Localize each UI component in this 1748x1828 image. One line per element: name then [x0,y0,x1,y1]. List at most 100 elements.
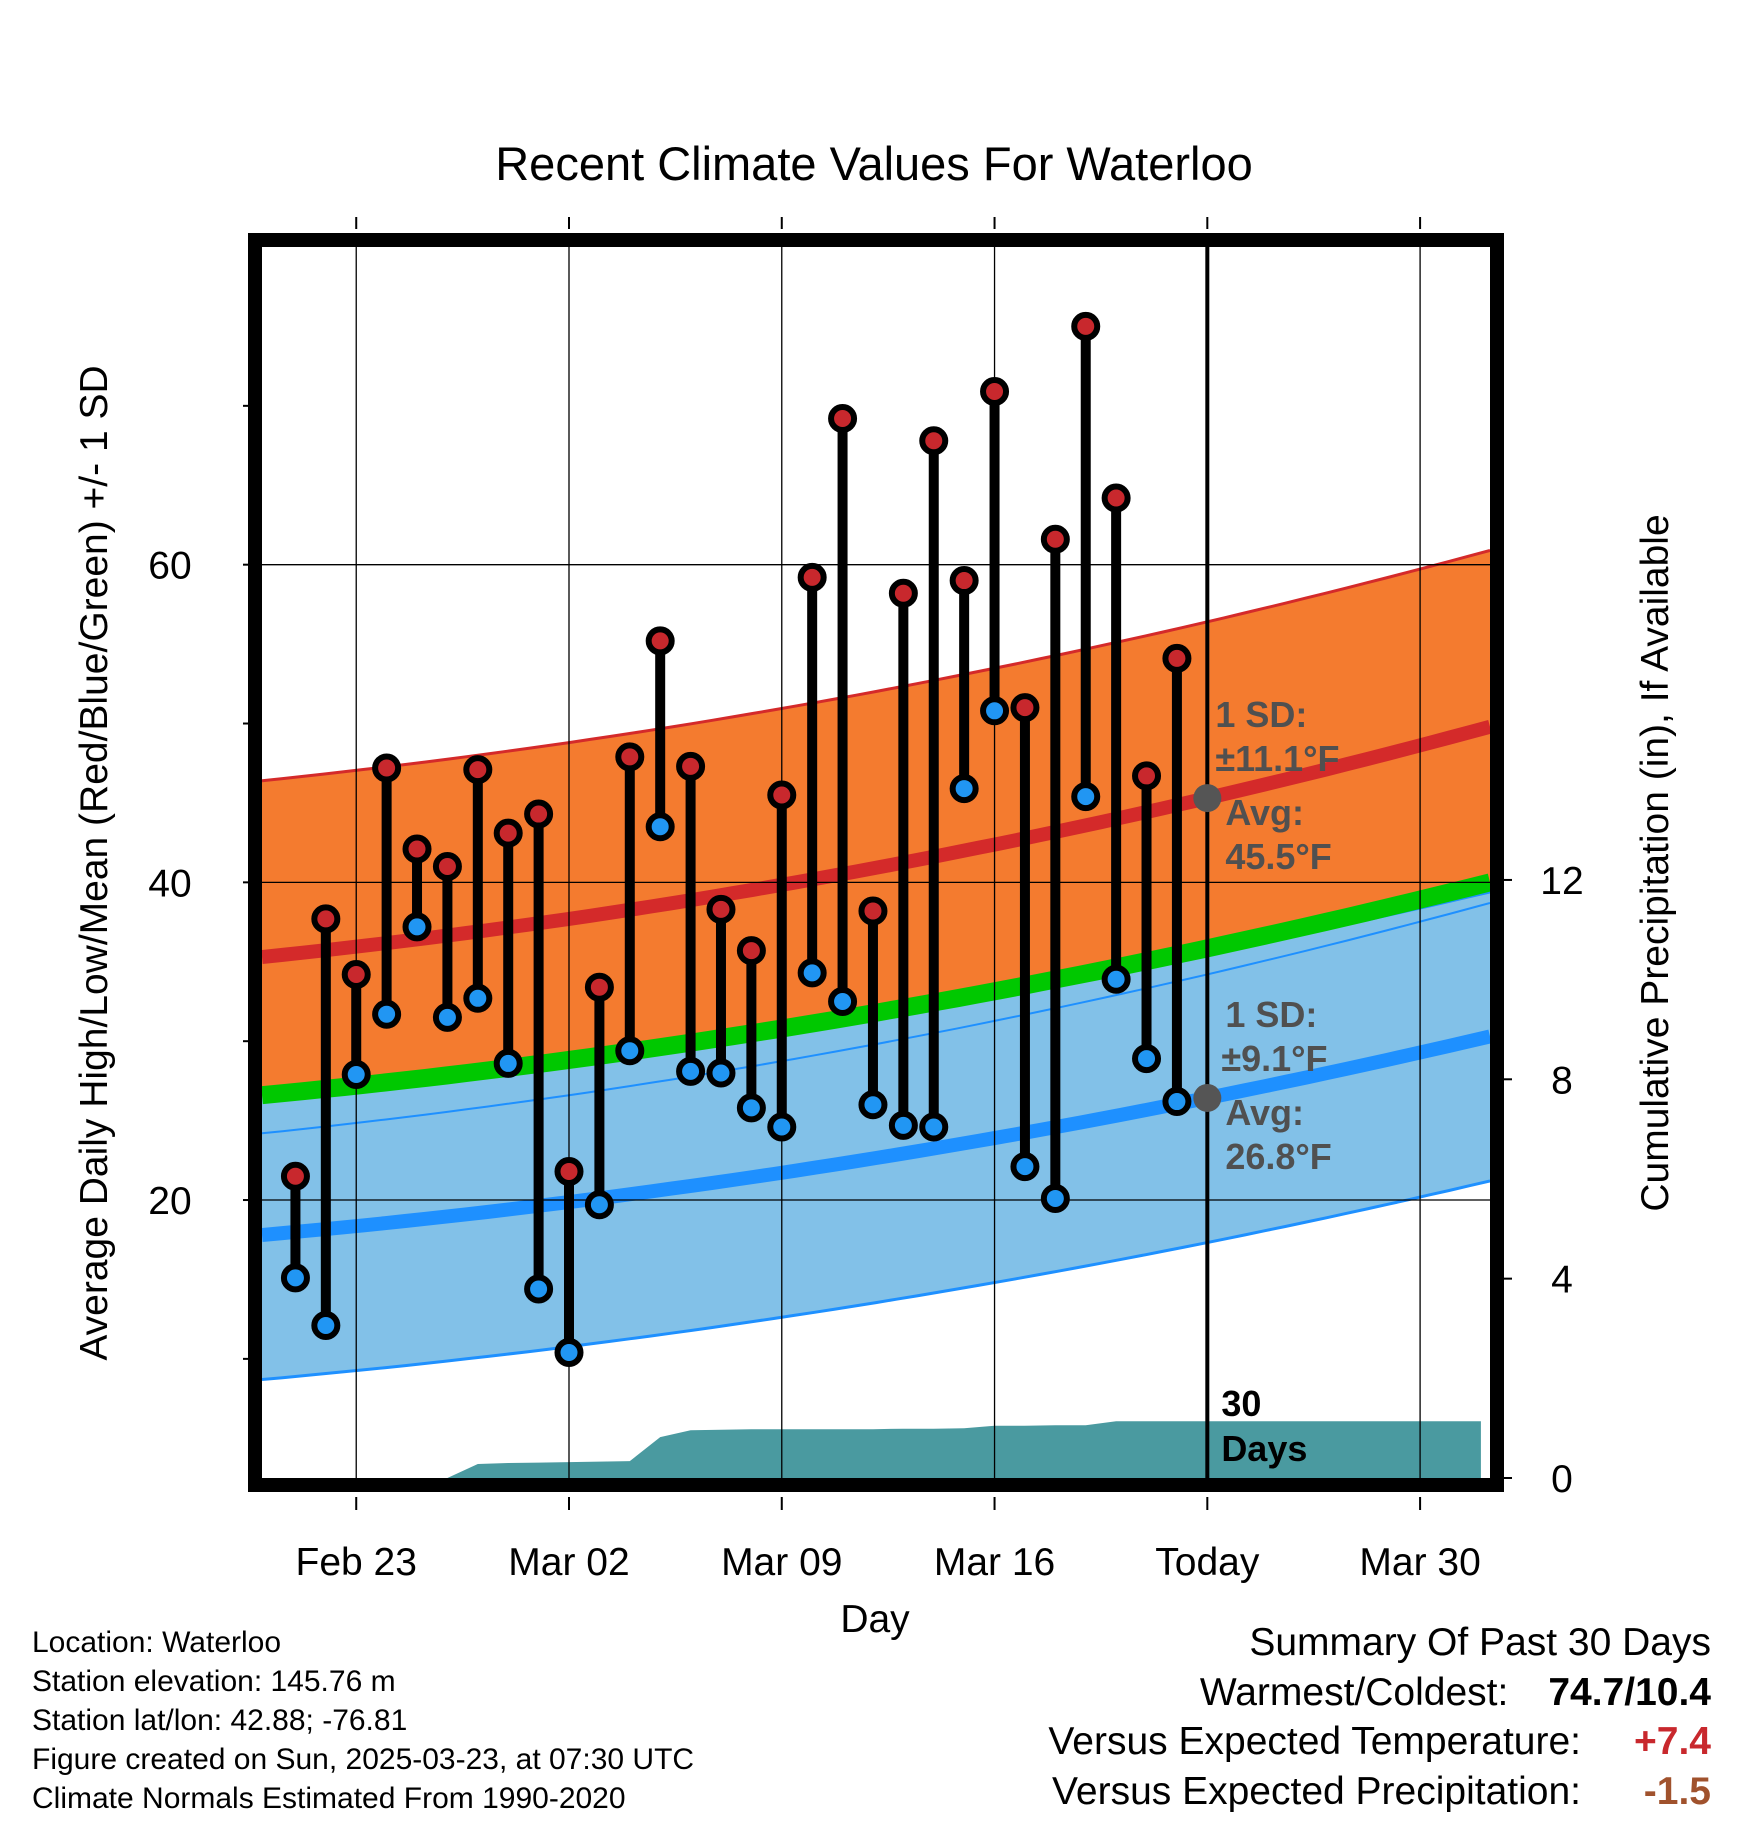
normal-high-line [262,719,1490,964]
daily-low-marker [554,1338,584,1368]
today-days-label: Days [1221,1428,1307,1469]
x-tick-label: Feb 23 [296,1541,417,1584]
daily-low-marker [432,1002,462,1032]
daily-low-marker [858,1090,888,1120]
daily-low-marker [524,1274,554,1304]
summary-title: Summary Of Past 30 Days [1249,1621,1711,1664]
daily-low-marker [280,1263,310,1293]
daily-stems [290,321,1182,1358]
daily-low-marker [706,1058,736,1088]
daily-low-marker [645,812,675,842]
warm-cold-row: Warmest/Coldest: 74.7/10.4 [1048,1668,1711,1718]
y-tick-label: 40 [148,862,191,905]
normals-text: Climate Normals Estimated From 1990-2020 [32,1782,626,1815]
x-axis-label: Day [840,1598,910,1641]
x-tick-label: Mar 09 [721,1541,842,1584]
daily-high-marker [1040,524,1070,554]
daily-high-marker [1162,643,1192,673]
daily-high-marker [888,578,918,608]
y-right-tick-label: 8 [1551,1059,1573,1102]
daily-high-marker [949,566,979,596]
daily-low-marker [828,986,858,1016]
daily-high-marker [524,799,554,829]
daily-high-marker [767,780,797,810]
daily-high-marker [554,1156,584,1186]
temp-row: Versus Expected Temperature: +7.4 [1048,1717,1711,1767]
low-sd-lower-edge [262,1179,1490,1381]
precip-value: -1.5 [1643,1769,1711,1813]
daily-high-marker [1132,761,1162,791]
daily-high-marker [980,377,1010,407]
normal-low-line [262,1029,1490,1242]
daily-low-marker [1162,1087,1192,1117]
daily-low-marker [797,958,827,988]
daily-low-marker [311,1311,341,1341]
precip-label: Versus Expected Precipitation: [1052,1769,1581,1813]
daily-high-marker [676,751,706,781]
daily-high-marker [797,562,827,592]
elevation-text: Station elevation: 145.76 m [32,1665,396,1698]
daily-low-marker [676,1056,706,1086]
daily-high-marker [493,818,523,848]
y-tick-label: 20 [148,1180,191,1223]
daily-high-marker [919,426,949,456]
y-axis-label: Average Daily High/Low/Mean (Red/Blue/Gr… [73,365,116,1360]
daily-high-marker [1071,311,1101,341]
daily-high-marker [463,755,493,785]
daily-high-marker [706,894,736,924]
daily-markers [280,311,1192,1368]
high-sd-label: 1 SD: [1215,694,1307,735]
daily-high-marker [584,972,614,1002]
daily-low-marker [341,1060,371,1090]
daily-high-marker [858,896,888,926]
chart-title: Recent Climate Values For Waterloo [495,137,1253,190]
daily-high-marker [432,851,462,881]
daily-low-marker [1101,964,1131,994]
high-sd-upper-edge [262,548,1490,783]
station-info: Location: Waterloo Station elevation: 14… [32,1623,694,1818]
axes: 20 40 60 0 4 8 12 Feb 23 Mar 02 Mar 09 Mar 16 Today… [148,217,1584,1584]
x-tick-label: Mar 02 [508,1541,629,1584]
high-avg-label: Avg: [1225,792,1304,833]
plot-frame [248,233,1504,1492]
today-days-label: 30 [1221,1383,1261,1424]
created-text: Figure created on Sun, 2025-03-23, at 07… [32,1743,695,1776]
y-right-tick-label: 0 [1551,1458,1573,1501]
temp-label: Versus Expected Temperature: [1048,1720,1581,1763]
location-text: Location: Waterloo [32,1626,282,1659]
daily-low-marker [372,999,402,1029]
daily-low-marker [1071,782,1101,812]
warm-cold-value: 74.7/10.4 [1548,1670,1711,1714]
daily-low-marker [402,912,432,942]
latlon-text: Station lat/lon: 42.88; -76.81 [32,1704,408,1737]
low-sd-value: ±9.1°F [1221,1038,1327,1079]
daily-high-marker [615,742,645,772]
daily-low-marker [919,1112,949,1142]
daily-low-marker [767,1112,797,1142]
high-sd-value: ±11.1°F [1215,738,1339,779]
y-right-tick-label: 4 [1551,1259,1573,1302]
daily-low-marker [736,1093,766,1123]
daily-high-marker [828,404,858,434]
warm-cold-label: Warmest/Coldest: [1199,1670,1509,1714]
daily-high-marker [341,959,371,989]
daily-high-marker [372,753,402,783]
daily-low-marker [1040,1183,1070,1213]
x-tick-label: Mar 30 [1359,1541,1480,1584]
temp-value: +7.4 [1634,1720,1711,1763]
daily-high-marker [645,626,675,656]
daily-high-marker [1010,693,1040,723]
daily-low-marker [584,1190,614,1220]
summary-panel: Summary Of Past 30 Days Warmest/Coldest:… [1048,1618,1711,1816]
daily-low-marker [888,1110,918,1140]
low-avg-dot [1193,1083,1222,1112]
x-tick-label: Mar 16 [934,1541,1055,1584]
precip-row: Versus Expected Precipitation: -1.5 [1048,1767,1711,1817]
y-tick-label: 60 [148,545,191,588]
daily-high-marker [402,834,432,864]
daily-low-marker [615,1036,645,1066]
daily-high-marker [311,904,341,934]
daily-low-marker [463,983,493,1013]
